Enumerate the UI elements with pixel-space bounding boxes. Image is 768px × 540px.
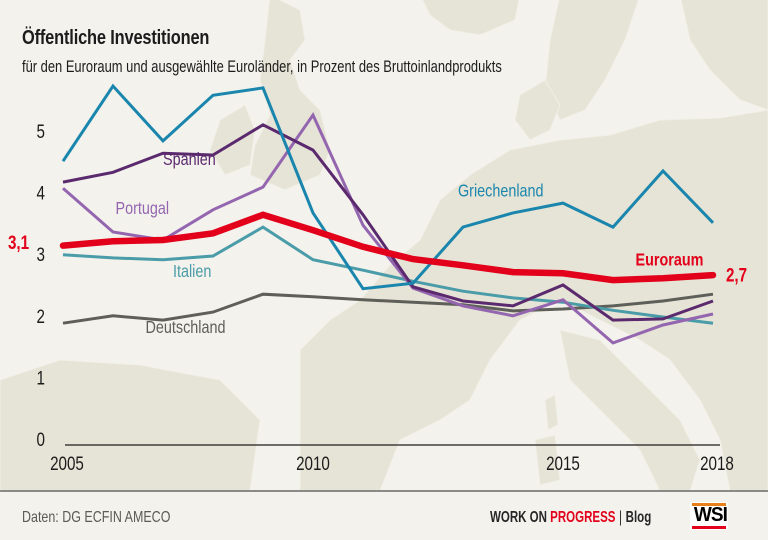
map-land-finland <box>680 0 768 111</box>
logo-red-bar <box>692 526 726 529</box>
series-line-euroraum <box>59 211 717 284</box>
value-annotations: 3,1 2,7 <box>8 231 747 286</box>
map-land-italy <box>559 329 701 491</box>
logo-orange-bar <box>692 503 726 506</box>
x-tick-label: 2005 <box>50 452 84 474</box>
y-tick-label: 5 <box>37 120 45 142</box>
series-label-portugal: Portugal <box>116 199 170 219</box>
y-tick-label: 0 <box>37 428 45 450</box>
data-source: Daten: DG ECFIN AMECO <box>22 509 171 526</box>
map-land-denmark <box>514 79 561 141</box>
series-label-griechenland: Griechenland <box>458 181 544 201</box>
series-label-deutschland: Deutschland <box>145 318 225 338</box>
series-line-deutschland <box>62 292 714 325</box>
series-lines <box>59 83 717 345</box>
series-line-portugal <box>62 111 714 345</box>
brand-progress: PROGRESS <box>550 509 616 526</box>
footer: Daten: DG ECFIN AMECO WORK ON PROGRESS | B… <box>0 492 768 540</box>
series-line-italien <box>62 225 714 325</box>
series-labels: Spanien Portugal Italien Deutschland Grieche… <box>116 149 704 337</box>
y-tick-label: 2 <box>37 305 45 327</box>
series-label-spanien: Spanien <box>163 149 216 169</box>
map-land-ireland <box>209 104 256 176</box>
chart-title: Öffentliche Investitionen <box>22 27 210 49</box>
map-land-sardinia <box>534 434 561 486</box>
series-line-griechenland <box>61 83 715 291</box>
value-annotation-start: 3,1 <box>8 231 29 253</box>
footer-divider <box>0 490 768 492</box>
map-land-iberia <box>0 359 261 491</box>
x-tick-label: 2015 <box>546 452 580 474</box>
brand-separator: | <box>619 509 623 526</box>
x-tick-label: 2010 <box>296 452 330 474</box>
series-label-euroraum: Euroraum <box>636 250 704 270</box>
map-land-sweden <box>544 0 639 121</box>
y-tick-label: 1 <box>37 367 45 389</box>
chart-subtitle: für den Euroraum und ausgewählte Eurolän… <box>22 57 502 76</box>
value-annotation-end: 2,7 <box>726 264 747 286</box>
x-axis-ticks: 2005 2010 2015 2018 <box>50 452 734 474</box>
wsi-logo[interactable]: WSI <box>690 502 728 530</box>
brand-work-on: WORK ON <box>490 509 551 526</box>
line-chart: 0 1 2 3 4 5 2005 2010 2015 2018 Spanien Portugal I… <box>8 83 747 474</box>
logo-text: WSI <box>693 504 728 526</box>
y-tick-label: 3 <box>37 244 45 266</box>
y-tick-label: 4 <box>37 182 46 204</box>
map-land-scandinavia <box>421 0 520 36</box>
brand-blog: Blog <box>625 509 652 526</box>
x-tick-label: 2018 <box>700 452 734 474</box>
brand-link[interactable]: WORK ON PROGRESS | Blog <box>490 509 651 527</box>
series-label-italien: Italien <box>173 262 211 282</box>
y-axis-ticks: 0 1 2 3 4 5 <box>37 120 46 450</box>
map-land-corsica <box>544 394 559 431</box>
